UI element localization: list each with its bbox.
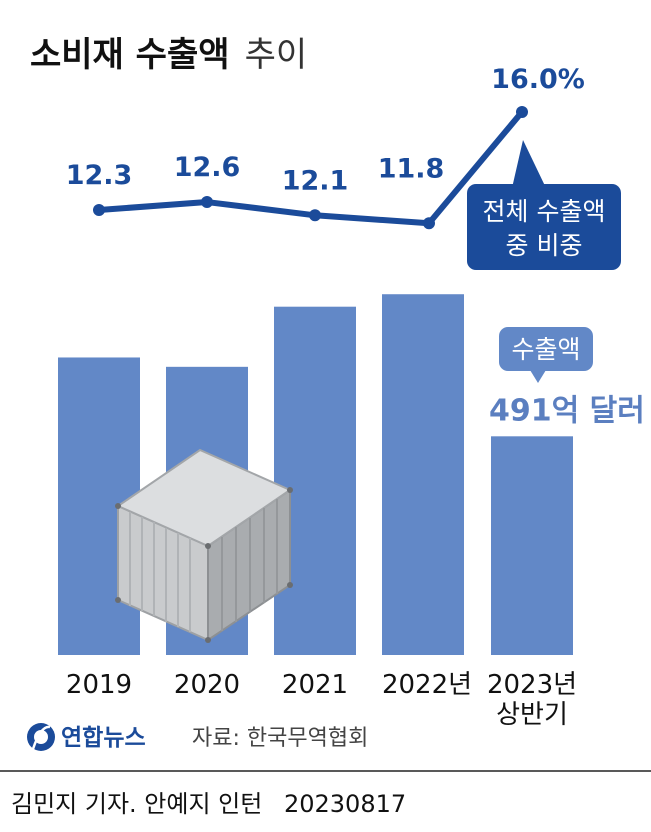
- line-value-label: 16.0%: [491, 64, 585, 95]
- line-point: [516, 105, 528, 118]
- chart-title: 소비재 수출액 추이: [30, 35, 307, 75]
- yonhap-logo: 연합뉴스: [27, 723, 146, 751]
- line-callout-line1: 전체 수출액: [483, 197, 606, 226]
- x-axis-tick-label: 2022년: [382, 670, 472, 700]
- logo-text: 연합뉴스: [61, 725, 146, 751]
- line-callout-line2: 중 비중: [506, 231, 583, 260]
- bar-value-label: 782: [284, 262, 347, 297]
- bar-value-label: 810: [392, 249, 455, 284]
- line-point: [309, 209, 321, 222]
- chart-title-main: 소비재 수출액: [30, 35, 230, 75]
- publish-date: 20230817: [284, 790, 406, 818]
- bar-2021: [274, 306, 356, 655]
- x-axis-tick-label: 2019: [66, 670, 132, 700]
- reporter-credit: 김민지 기자. 안예지 인턴: [11, 790, 262, 818]
- share-line-labels: 12.3 12.6 12.1 11.8 16.0%: [66, 64, 585, 196]
- bar-series-callout: 수출액: [499, 327, 593, 383]
- x-axis-tick-label: 2021: [282, 670, 348, 700]
- line-value-label: 12.6: [174, 152, 241, 183]
- bar-value-label: 668: [68, 312, 131, 347]
- line-point: [201, 196, 213, 209]
- line-value-label: 12.1: [282, 165, 349, 196]
- chart-title-sub: 추이: [245, 35, 308, 75]
- line-point: [93, 204, 105, 216]
- share-line-points: [93, 105, 528, 230]
- line-series-callout: 전체 수출액 중 비중: [467, 140, 621, 270]
- x-axis-tick-label: 2020: [174, 670, 240, 700]
- x-axis-tick-label: 2023년: [487, 670, 577, 700]
- line-point: [423, 217, 435, 230]
- bar-2023년: [491, 436, 573, 655]
- line-value-label: 11.8: [378, 153, 445, 184]
- bar-value-label: 647: [176, 322, 239, 357]
- bar-value-label: 491억 달러: [489, 393, 645, 428]
- source-text: 자료: 한국무역협회: [192, 726, 368, 751]
- bar-2022년: [382, 294, 464, 655]
- bar-series: 668 647 782 810 491억 달러: [58, 249, 645, 655]
- shipping-container-illustration: [115, 448, 293, 643]
- credit-text: 김민지 기자. 안예지 인턴 20230817: [11, 790, 406, 818]
- bar-callout-label: 수출액: [511, 335, 580, 364]
- x-axis-tick-label: 상반기: [496, 700, 568, 730]
- line-value-label: 12.3: [66, 160, 133, 191]
